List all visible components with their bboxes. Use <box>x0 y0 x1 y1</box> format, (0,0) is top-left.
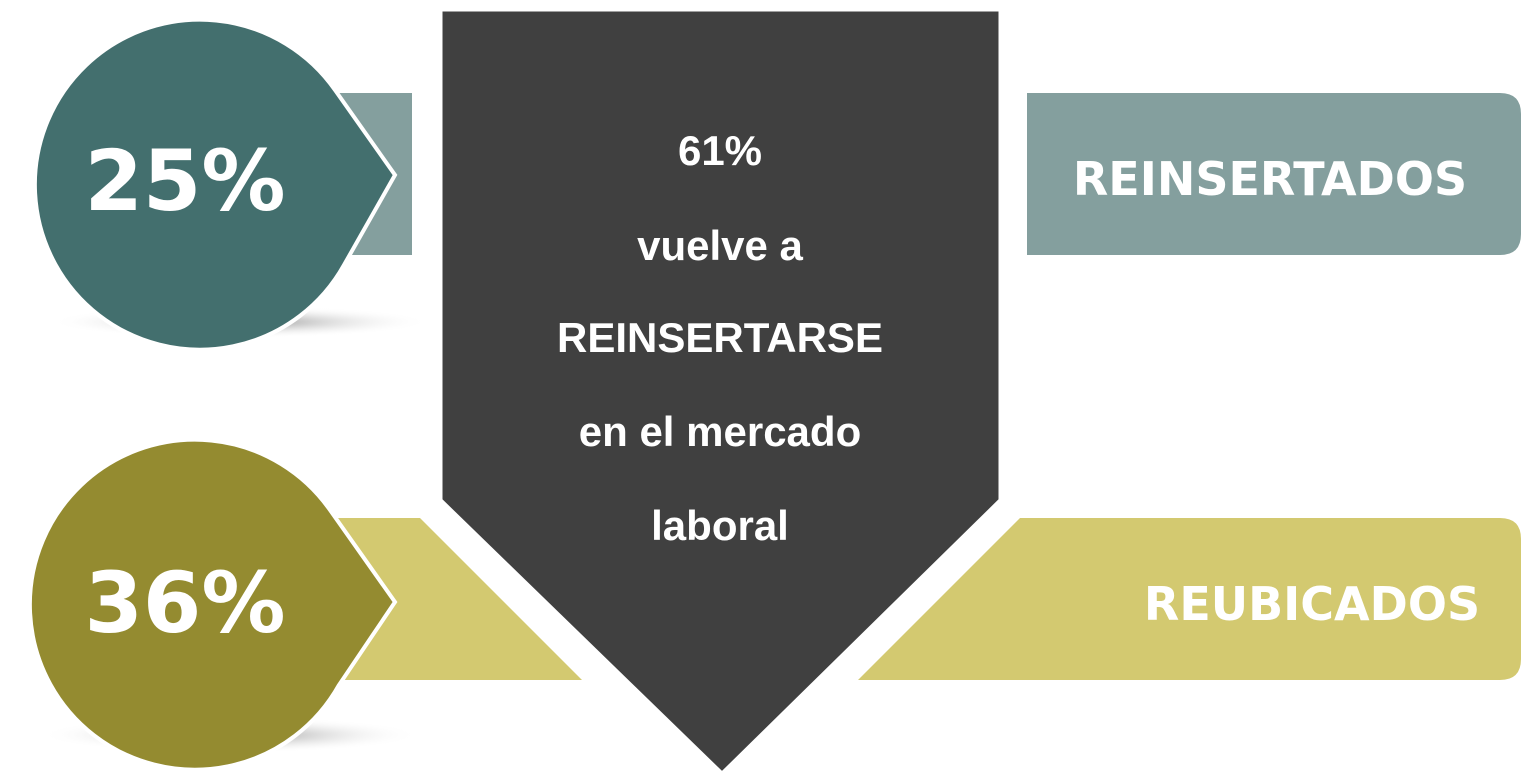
center-line: en el mercado <box>579 408 861 455</box>
center-arrow <box>439 8 1002 776</box>
top-percent: 25% <box>84 132 285 230</box>
center-line: vuelve a <box>637 222 803 269</box>
bottom-band <box>330 518 582 680</box>
top-label: REINSERTADOS <box>1073 152 1467 206</box>
bottom-drop <box>27 437 398 772</box>
top-label-box <box>1027 93 1521 255</box>
bottom-percent: 36% <box>84 554 285 652</box>
center-line: REINSERTARSE <box>557 314 883 361</box>
bottom-label: REUBICADOS <box>1144 577 1480 631</box>
top-drop <box>32 17 398 352</box>
center-line: laboral <box>651 502 789 549</box>
center-percent: 61% <box>678 127 762 174</box>
bottom-label-box <box>858 518 1521 680</box>
